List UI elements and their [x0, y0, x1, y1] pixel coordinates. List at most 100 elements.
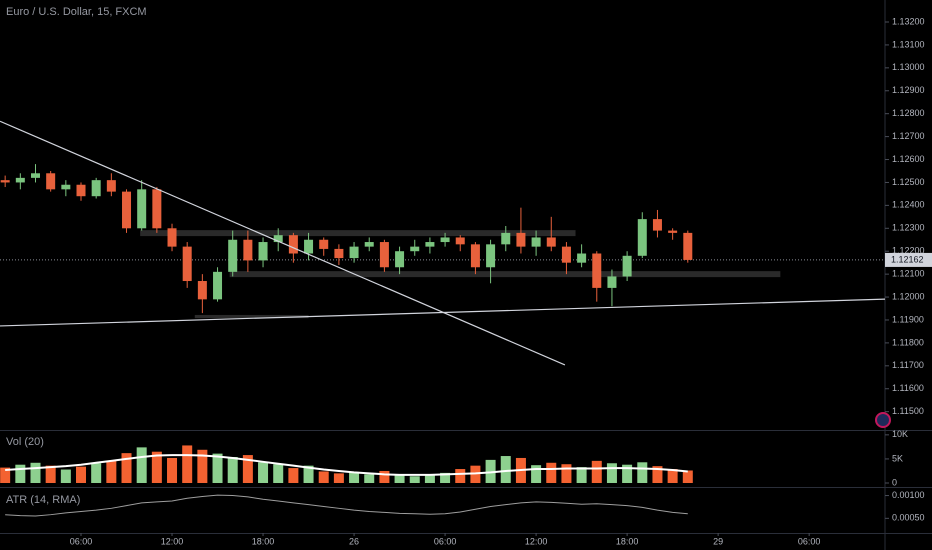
candle-body [182, 246, 192, 282]
volume-bar [273, 464, 284, 483]
candle-body [273, 235, 283, 243]
volume-bar [576, 467, 587, 483]
candle-body [213, 271, 223, 300]
candle-body [152, 189, 162, 229]
chart-title: Euro / U.S. Dollar, 15, FXCM [6, 6, 147, 18]
volume-bar [242, 455, 253, 483]
candle-body [258, 242, 268, 261]
y-tick-label: 1.12400 [892, 200, 925, 210]
candle-body [319, 239, 329, 249]
y-tick-label: 0 [892, 477, 897, 487]
y-tick-label: 5K [892, 453, 903, 463]
volume-bar [60, 469, 71, 483]
candle-body [167, 228, 177, 247]
candle-body [516, 232, 526, 247]
volume-bar [561, 464, 572, 483]
candle-body [76, 184, 86, 197]
x-tick-label: 06:00 [798, 536, 821, 546]
x-tick-label: 06:00 [70, 536, 93, 546]
volume-bar [349, 471, 360, 483]
candle-body [91, 180, 101, 197]
x-tick-label: 18:00 [616, 536, 639, 546]
candle-body [0, 180, 10, 183]
settings-icon[interactable] [875, 412, 891, 428]
candle-body [46, 173, 56, 190]
candle-body [531, 237, 541, 247]
y-tick-label: 1.12100 [892, 269, 925, 279]
y-tick-label: 1.13000 [892, 62, 925, 72]
candle-body [137, 189, 147, 229]
y-tick-label: 0.00050 [892, 513, 925, 523]
candle-body [577, 253, 587, 263]
volume-bar [667, 469, 678, 483]
candle-body [486, 244, 496, 268]
volume-bar [606, 463, 617, 483]
volume-bar [409, 476, 420, 483]
volume-bar [500, 456, 511, 483]
last-price-label: 1.12162 [891, 254, 924, 264]
y-tick-label: 1.12000 [892, 291, 925, 301]
volume-bar [258, 462, 269, 483]
volume-bar [364, 474, 375, 483]
trend-line [0, 298, 886, 327]
candle-body [637, 219, 647, 256]
y-tick-label: 1.13200 [892, 16, 925, 26]
candle-body [61, 184, 71, 190]
volume-bar [333, 473, 344, 483]
candle-body [470, 244, 480, 268]
volume-bar [76, 466, 87, 483]
volume-bar [682, 470, 693, 483]
volume-bar [30, 462, 41, 483]
candle-body [106, 180, 116, 192]
volume-bar [303, 465, 314, 483]
candle-body [410, 246, 420, 252]
volume-bar [227, 457, 238, 483]
candle-body [349, 246, 359, 259]
volume-bar [151, 451, 162, 483]
y-tick-label: 1.11900 [892, 314, 924, 324]
y-tick-label: 1.11500 [892, 406, 924, 416]
candle-body [122, 191, 132, 229]
y-tick-label: 1.11700 [892, 360, 924, 370]
volume-bar [212, 453, 223, 483]
y-tick-label: 1.11600 [892, 383, 924, 393]
y-tick-label: 1.12200 [892, 246, 925, 256]
candle-body [440, 237, 450, 243]
candle-body [334, 248, 344, 259]
volume-bar [652, 466, 663, 483]
trend-line [0, 120, 566, 366]
candle-body [455, 237, 465, 245]
y-tick-label: 1.13100 [892, 39, 925, 49]
candle-body [288, 235, 298, 254]
volume-bar [424, 474, 435, 483]
volume-bar [318, 471, 329, 483]
candle-body [228, 239, 238, 272]
candle-body [243, 239, 253, 261]
y-tick-label: 1.11800 [892, 337, 924, 347]
y-tick-label: 1.12700 [892, 131, 925, 141]
volume-bar [622, 464, 633, 483]
candle-body [197, 281, 207, 300]
volume-bar [182, 445, 193, 483]
atr-line [5, 494, 688, 517]
atr-title: ATR (14, RMA) [6, 494, 80, 506]
candle-body [592, 253, 602, 288]
candle-body [668, 230, 678, 233]
y-tick-label: 1.12300 [892, 223, 925, 233]
candle-body [546, 237, 556, 247]
volume-bar [394, 475, 405, 483]
candle-body [652, 219, 662, 231]
zone [194, 314, 309, 319]
volume-title: Vol (20) [6, 436, 44, 448]
volume-bar [440, 472, 451, 483]
y-tick-label: 1.12600 [892, 154, 925, 164]
y-tick-label: 0.00100 [892, 490, 925, 500]
volume-bar [591, 460, 602, 483]
volume-bar [637, 462, 648, 483]
volume-bar [197, 449, 208, 483]
candle-body [379, 242, 389, 268]
zone [229, 271, 781, 278]
volume-bar [167, 457, 178, 483]
